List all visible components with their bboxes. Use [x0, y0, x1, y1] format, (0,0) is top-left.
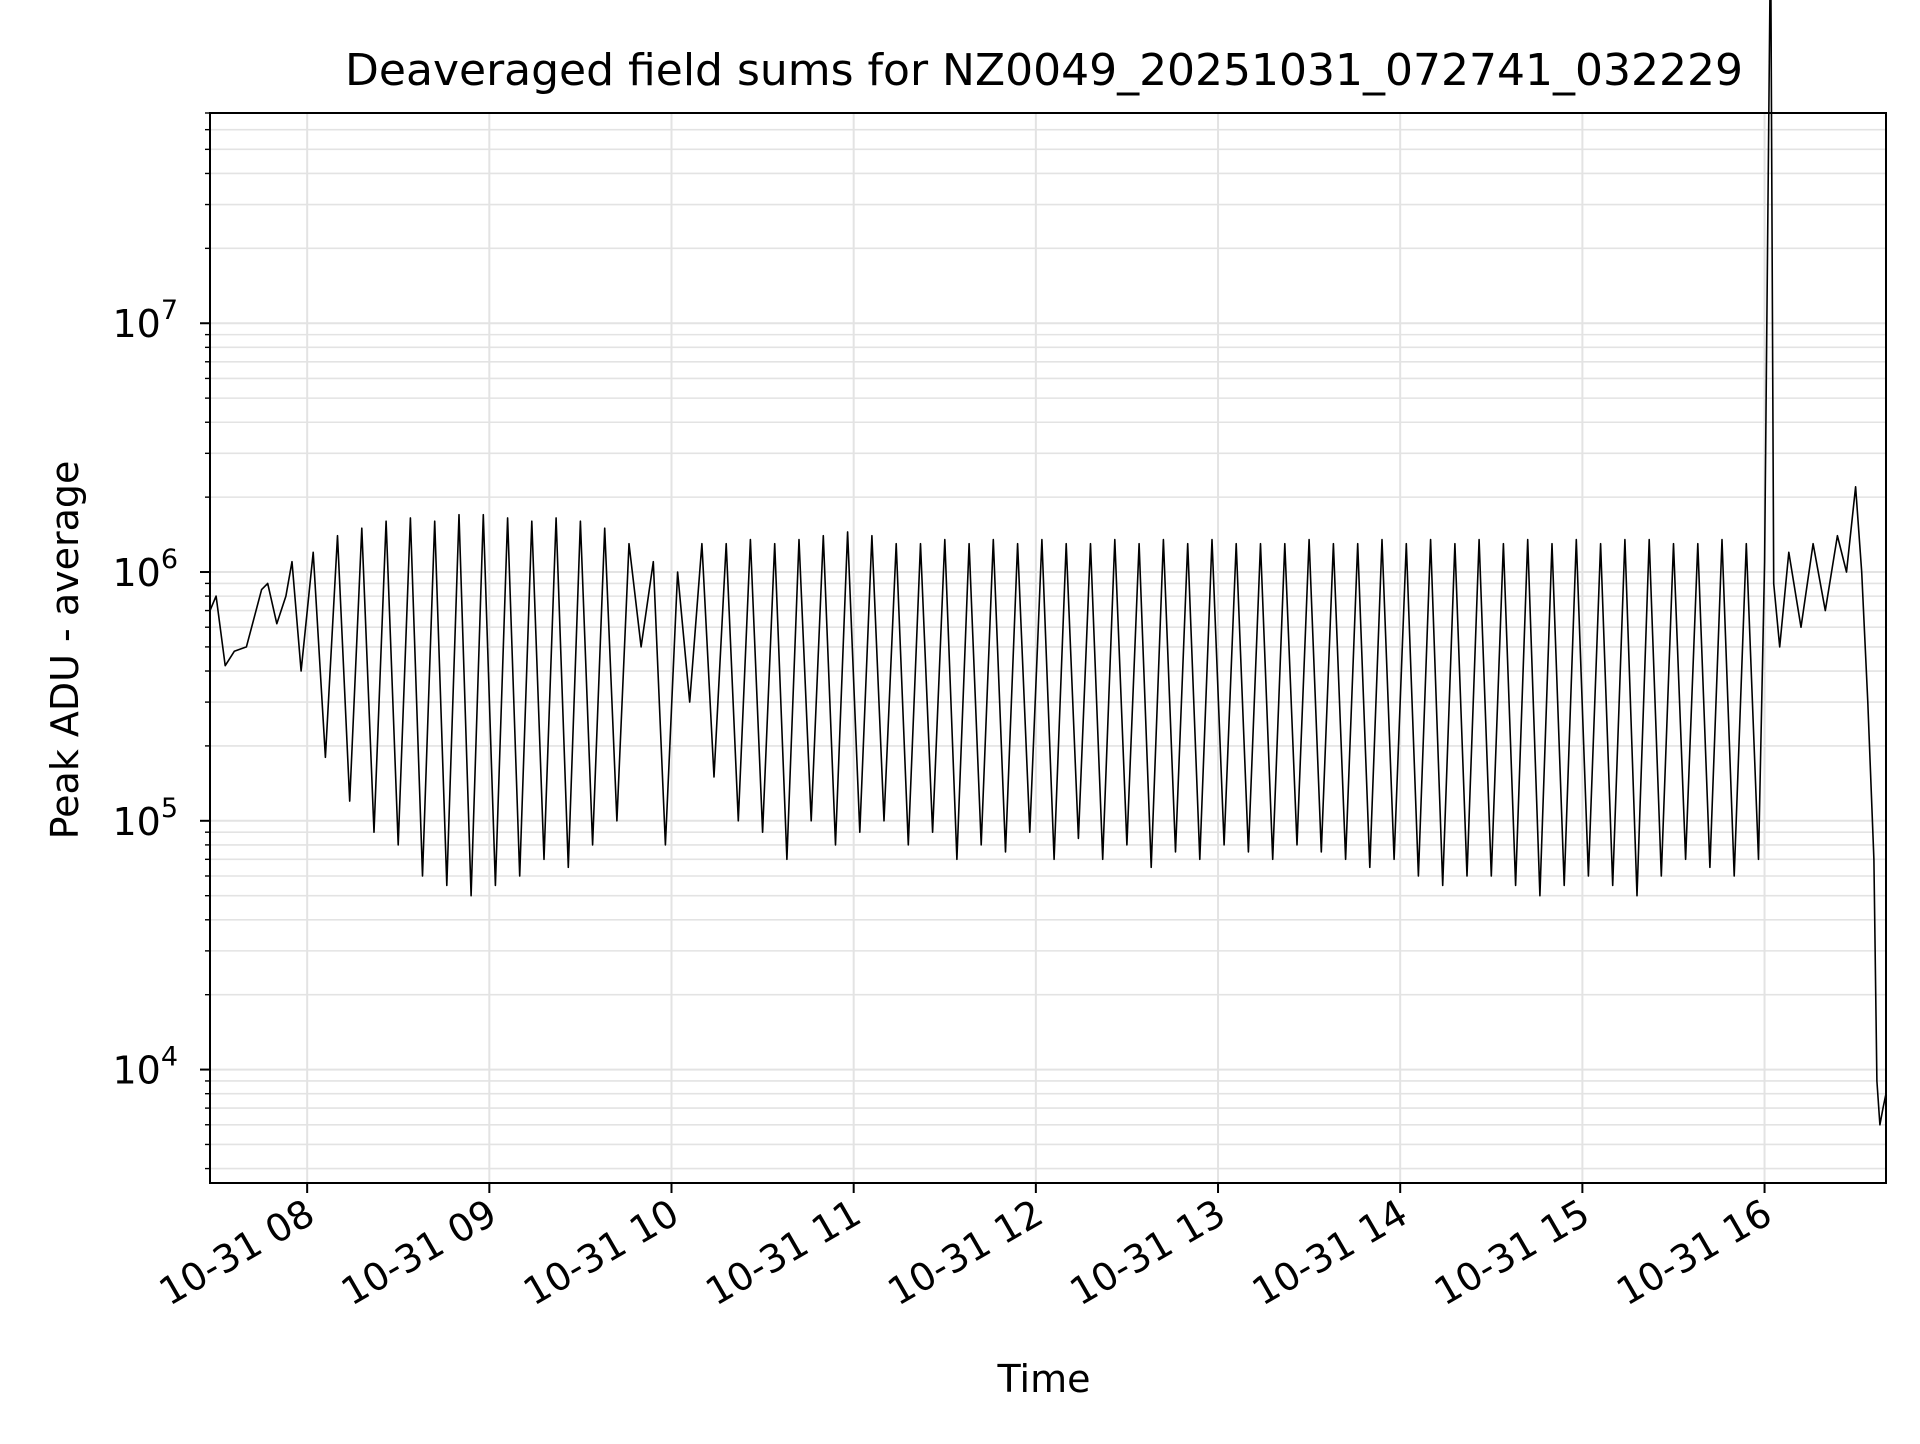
y-tick-label: 104: [112, 1042, 178, 1093]
y-tick-label-exponent: 7: [161, 295, 178, 326]
x-axis-label: Time: [997, 1357, 1091, 1401]
y-tick-label: 105: [112, 793, 178, 844]
y-tick-label-base: 10: [112, 1049, 160, 1093]
y-tick-label: 106: [112, 544, 178, 595]
series-layer: [209, 0, 1887, 1126]
y-tick-label-base: 10: [112, 800, 160, 844]
grid-layer: [210, 112, 1886, 1183]
series-line: [209, 0, 1887, 1126]
y-axis-label: Peak ADU - average: [43, 461, 87, 840]
y-tick-label-base: 10: [112, 551, 160, 595]
y-tick-label-exponent: 6: [161, 544, 178, 575]
y-tick-label-exponent: 5: [161, 793, 178, 824]
y-tick-label-base: 10: [112, 302, 160, 346]
y-tick-label-exponent: 4: [161, 1042, 178, 1073]
axes-frame: [209, 112, 1887, 1184]
y-tick-label: 107: [112, 295, 178, 346]
chart-title: Deaveraged field sums for NZ0049_2025103…: [345, 45, 1743, 96]
